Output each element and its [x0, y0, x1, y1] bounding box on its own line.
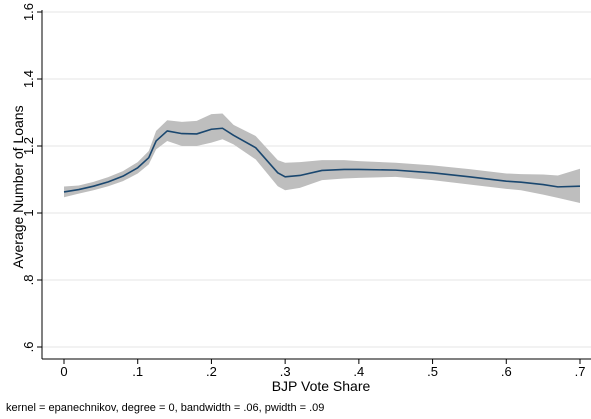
x-tick-label-0: 0	[60, 364, 67, 379]
x-tick-label-5: .5	[427, 364, 438, 379]
y-axis-ticks: .6 .8 1 1.2 1.4 1.6	[21, 3, 42, 352]
x-axis-ticks: 0 .1 .2 .3 .4 .5 .6 .7	[60, 359, 585, 379]
x-tick-label-3: .3	[280, 364, 291, 379]
y-axis-title: Average Number of Loans	[10, 105, 26, 268]
x-tick-label-2: .2	[206, 364, 217, 379]
y-tick-label-2: 1	[21, 209, 36, 216]
confidence-band-area	[64, 113, 580, 203]
y-tick-label-5: 1.6	[21, 3, 36, 21]
gridlines	[42, 11, 591, 348]
kernel-note: kernel = epanechnikov, degree = 0, bandw…	[6, 402, 324, 414]
confidence-band	[64, 113, 580, 203]
smoothed-line	[63, 127, 581, 193]
y-tick-label-4: 1.4	[21, 70, 36, 88]
y-tick-label-3: 1.2	[21, 137, 36, 155]
y-tick-label-0: .6	[21, 342, 36, 353]
x-tick-label-7: .7	[575, 364, 586, 379]
x-tick-label-1: .1	[132, 364, 143, 379]
x-tick-label-6: .6	[501, 364, 512, 379]
x-tick-label-4: .4	[353, 364, 364, 379]
smoothed-line-path	[63, 127, 581, 193]
x-axis-title: BJP Vote Share	[272, 378, 371, 394]
y-tick-label-1: .8	[21, 275, 36, 286]
axes	[41, 10, 591, 360]
